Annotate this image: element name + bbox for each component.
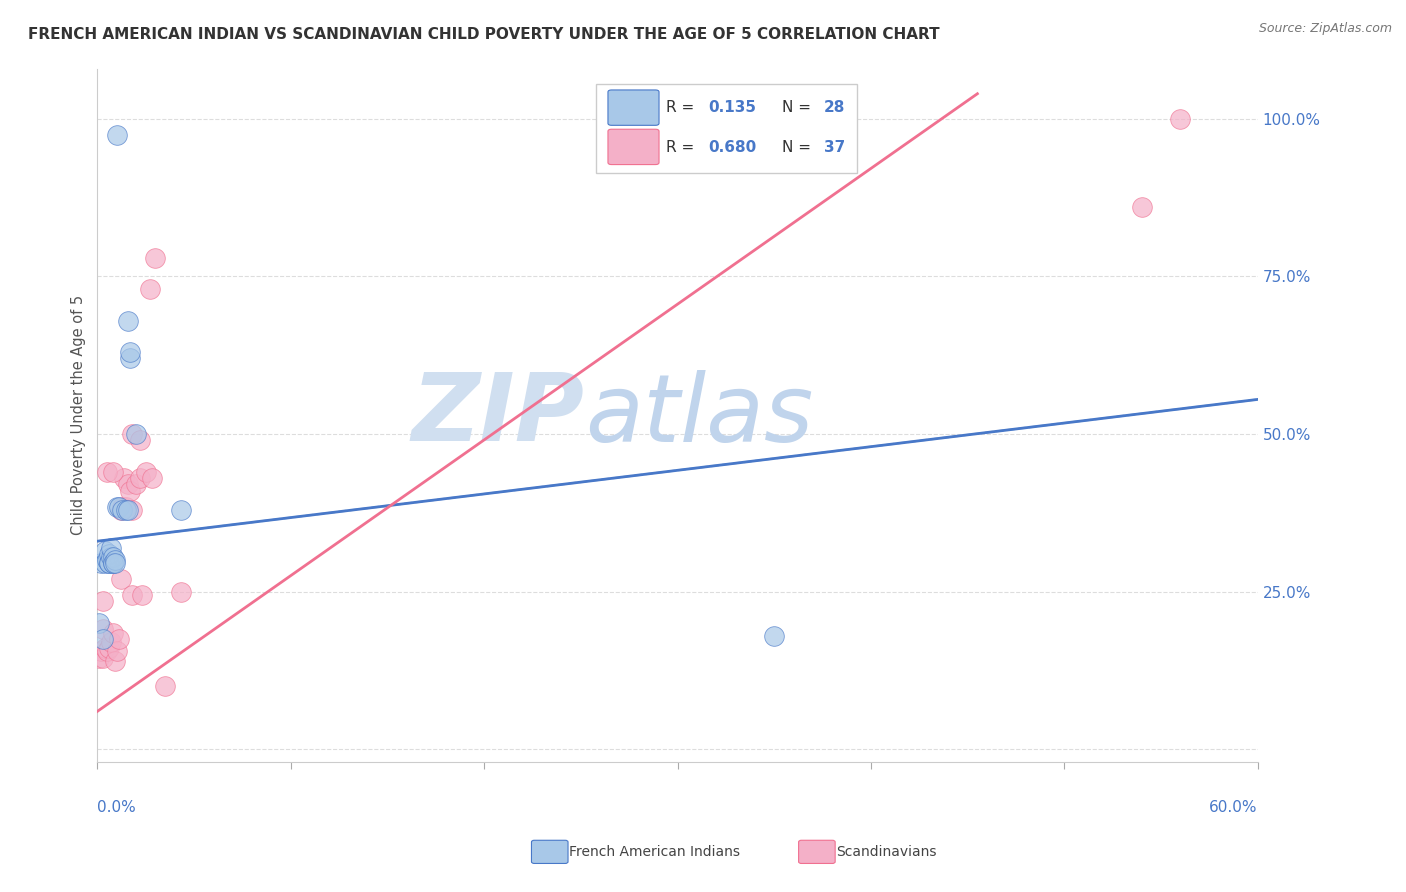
Point [104, 553, 127, 567]
Point [120, 345, 142, 359]
Point [121, 502, 143, 516]
Point [107, 632, 129, 646]
Text: R =: R = [666, 101, 699, 115]
Point [90, 644, 112, 658]
Point [100, 541, 122, 555]
Point [91, 594, 114, 608]
Point [101, 549, 124, 564]
Text: 0.135: 0.135 [707, 101, 756, 115]
Point [101, 556, 124, 570]
Point [104, 654, 127, 668]
Point [115, 502, 138, 516]
Point [96, 553, 118, 567]
Point [153, 679, 176, 693]
Point [91, 632, 114, 646]
Point [117, 502, 139, 516]
Point [117, 477, 139, 491]
FancyBboxPatch shape [596, 84, 858, 172]
Point [125, 427, 148, 442]
Text: ZIP: ZIP [412, 369, 585, 461]
Point [101, 556, 124, 570]
Point [763, 629, 786, 643]
Point [120, 351, 142, 366]
Text: 60.0%: 60.0% [1209, 800, 1258, 815]
Point [110, 502, 132, 516]
Point [89, 616, 111, 631]
Point [107, 500, 129, 514]
Point [100, 549, 122, 564]
Point [121, 427, 143, 442]
Point [89, 650, 111, 665]
Point [104, 556, 127, 570]
Point [141, 471, 163, 485]
Point [135, 465, 157, 479]
Point [138, 282, 160, 296]
Text: FRENCH AMERICAN INDIAN VS SCANDINAVIAN CHILD POVERTY UNDER THE AGE OF 5 CORRELAT: FRENCH AMERICAN INDIAN VS SCANDINAVIAN C… [28, 27, 939, 42]
Point [145, 251, 167, 265]
Point [101, 625, 124, 640]
Point [101, 465, 124, 479]
Point [169, 584, 191, 599]
Point [1170, 112, 1192, 126]
Point [105, 644, 128, 658]
Point [97, 547, 120, 561]
Text: 37: 37 [824, 140, 845, 154]
Point [91, 650, 114, 665]
Point [94, 556, 117, 570]
Text: R =: R = [666, 140, 699, 154]
Point [117, 313, 139, 327]
Point [91, 623, 114, 637]
Point [129, 471, 152, 485]
Point [97, 556, 120, 570]
Text: French American Indians: French American Indians [569, 845, 741, 859]
Point [96, 465, 118, 479]
Point [90, 556, 112, 570]
Text: 0.680: 0.680 [707, 140, 756, 154]
FancyBboxPatch shape [607, 129, 659, 165]
Point [125, 477, 148, 491]
Text: Source: ZipAtlas.com: Source: ZipAtlas.com [1258, 22, 1392, 36]
Point [105, 500, 128, 514]
Point [169, 502, 191, 516]
Point [112, 471, 135, 485]
Point [105, 128, 128, 142]
Point [131, 588, 153, 602]
Text: 0.0%: 0.0% [97, 800, 136, 815]
Point [111, 502, 134, 516]
Point [121, 588, 143, 602]
Point [94, 543, 117, 558]
Point [96, 644, 118, 658]
Text: Scandinavians: Scandinavians [837, 845, 936, 859]
Point [100, 635, 122, 649]
Point [115, 500, 138, 514]
Point [97, 641, 120, 656]
FancyBboxPatch shape [607, 90, 659, 125]
Point [1130, 200, 1153, 214]
Text: N =: N = [782, 101, 815, 115]
Point [129, 434, 152, 448]
Y-axis label: Child Poverty Under the Age of 5: Child Poverty Under the Age of 5 [72, 295, 86, 535]
Point [120, 483, 142, 498]
Text: N =: N = [782, 140, 815, 154]
Text: 28: 28 [824, 101, 845, 115]
Point [110, 572, 132, 586]
Point [97, 556, 120, 570]
Point [111, 500, 134, 514]
Point [94, 641, 117, 656]
Text: atlas: atlas [585, 369, 813, 460]
